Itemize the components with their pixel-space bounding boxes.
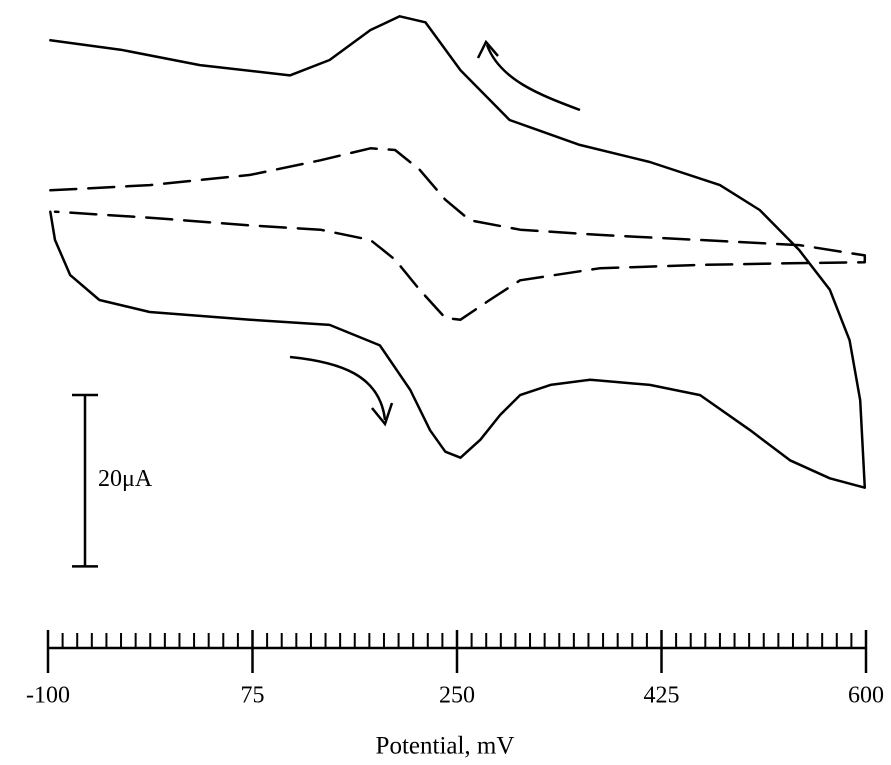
curve [49, 147, 867, 321]
x-tick-label: 250 [439, 683, 475, 709]
sweep-arrow [289, 355, 387, 421]
x-tick-label: 600 [848, 683, 884, 709]
x-axis-title: Potential, mV [376, 733, 515, 760]
scale-bar-label: 20μA [98, 466, 153, 492]
x-tick-label: 425 [644, 683, 680, 709]
x-tick-label: -100 [26, 683, 70, 709]
sweep-arrow-head [371, 402, 394, 427]
sweep-arrow [485, 44, 581, 112]
curve [49, 15, 867, 489]
sweep-arrow-head [476, 39, 499, 59]
x-tick-label: 75 [241, 683, 265, 709]
